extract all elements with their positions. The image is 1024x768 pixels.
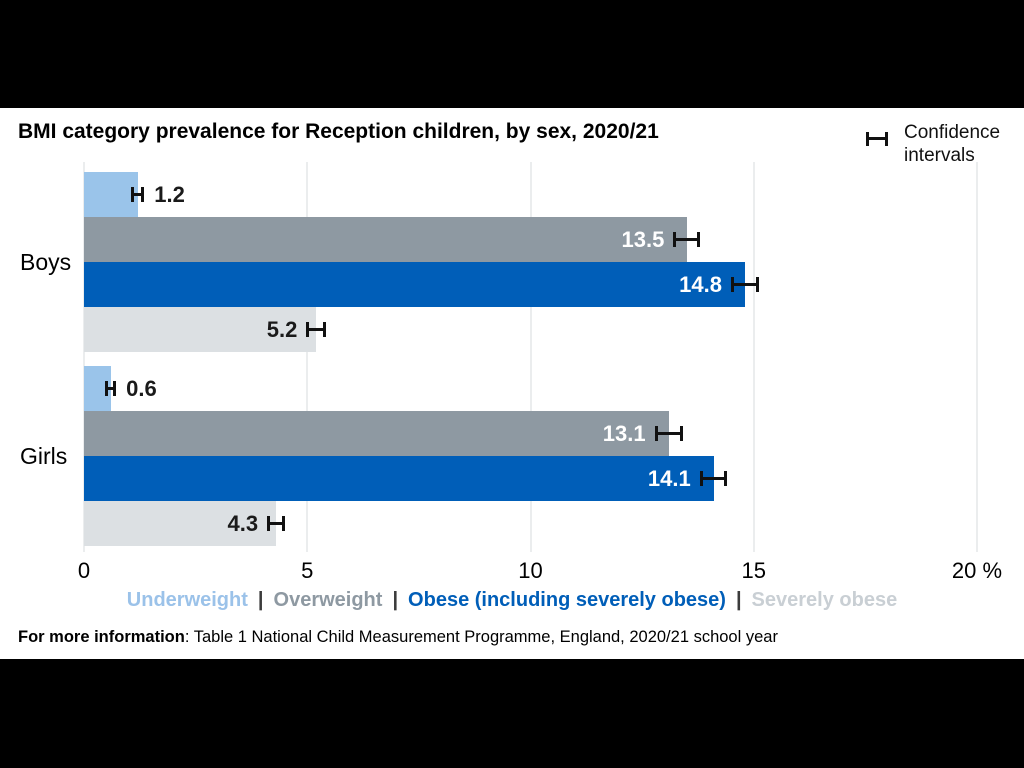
gridline-0 (83, 162, 85, 552)
error-bar (267, 516, 285, 531)
gridline-20 (976, 162, 978, 552)
error-bar (306, 322, 326, 337)
value-label: 14.1 (647, 466, 691, 491)
bar-boys-obese-including-severely-obese- (84, 262, 745, 307)
legend-item-underweight: Underweight (126, 589, 248, 611)
error-bar (105, 381, 117, 396)
bar-girls-overweight (84, 411, 669, 456)
gridline-10 (529, 162, 532, 552)
x-tick-label-10: 10 (518, 558, 543, 583)
gridline-5 (306, 162, 309, 552)
gridline-15 (752, 162, 755, 552)
x-tick-label-20: 20 % (951, 558, 1003, 583)
group-label-boys: Boys (20, 249, 72, 275)
legend-separator: | (392, 589, 399, 611)
x-tick-label-0: 0 (77, 558, 91, 583)
footer-note-bold: For more information (18, 628, 185, 646)
error-bar-icon (866, 132, 888, 146)
gridlines (83, 162, 978, 552)
bar-girls-severely-obese (84, 501, 276, 546)
error-bar (654, 426, 684, 441)
value-label: 13.5 (621, 227, 665, 252)
legend-item-severely-obese: Severely obese (751, 589, 898, 611)
error-bar (130, 187, 145, 202)
legend-item-obese-including-severely-obese-: Obese (including severely obese) (408, 589, 726, 611)
footer-note-rest: : Table 1 National Child Measurement Pro… (184, 628, 778, 646)
x-tick-label-5: 5 (301, 558, 314, 583)
confidence-intervals-legend: Confidence intervals (866, 121, 1010, 167)
value-label: 1.2 (154, 182, 185, 207)
bar-girls-obese-including-severely-obese- (84, 456, 714, 501)
bar-boys-severely-obese (84, 307, 317, 352)
bars-layer: 1.2 13.5 14.8 5.2 0.6 13.1 14.1 4.3 (84, 108, 977, 659)
value-label: 13.1 (602, 421, 646, 446)
value-label: 0.6 (126, 376, 157, 401)
value-label: 14.8 (679, 272, 722, 297)
chart-title: BMI category prevalence for Reception ch… (18, 120, 659, 143)
footer-note: For more information: Table 1 National C… (18, 628, 778, 647)
value-label: 5.2 (266, 317, 298, 342)
error-bar (730, 277, 759, 292)
confidence-intervals-label: Confidence intervals (904, 122, 1001, 167)
legend-separator: | (257, 589, 264, 611)
x-tick-label-15: 15 (741, 558, 766, 583)
legend-separator: | (735, 589, 742, 611)
error-bar (699, 471, 728, 486)
value-label: 4.3 (227, 511, 259, 536)
group-label-girls: Girls (20, 443, 68, 469)
bar-boys-underweight (84, 172, 138, 217)
category-legend: Underweight | Overweight | Obese (including … (0, 589, 1024, 612)
bar-boys-overweight (84, 217, 687, 262)
error-bar (673, 232, 701, 247)
chart-canvas: BMI category prevalence for Reception ch… (0, 108, 1024, 659)
legend-item-overweight: Overweight (273, 589, 383, 611)
